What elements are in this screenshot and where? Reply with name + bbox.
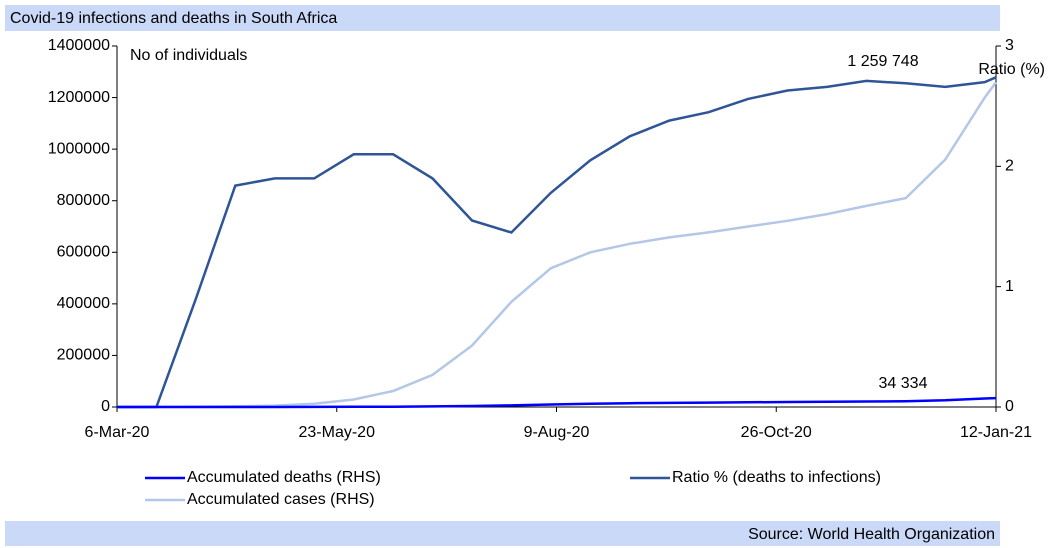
source-band xyxy=(5,521,1000,546)
x-tick-label: 12-Jan-21 xyxy=(960,424,1032,441)
y2-tick-label: 2 xyxy=(1005,158,1014,175)
y-tick-label: 1000000 xyxy=(48,140,110,157)
chart-title: Covid-19 infections and deaths in South … xyxy=(10,10,337,27)
y-axis-label: No of individuals xyxy=(130,47,247,64)
y2-tick-label: 1 xyxy=(1005,278,1014,295)
y2-axis-label: Ratio (%) xyxy=(978,61,1045,78)
y-tick-label: 200000 xyxy=(57,347,110,364)
annotation: 34 334 xyxy=(879,375,928,392)
series-line xyxy=(117,396,997,409)
x-tick-label: 9-Aug-20 xyxy=(524,424,590,441)
y2-tick-label: 3 xyxy=(1005,37,1014,54)
y-tick-label: 0 xyxy=(101,398,110,415)
legend-label: Accumulated cases (RHS) xyxy=(187,491,375,508)
legend-label: Ratio % (deaths to infections) xyxy=(672,469,881,486)
x-tick-label: 6-Mar-20 xyxy=(85,424,150,441)
y-tick-label: 1200000 xyxy=(48,89,110,106)
annotation: 1 259 748 xyxy=(847,53,918,70)
source: Source: World Health Organization xyxy=(748,526,995,543)
series-line xyxy=(117,76,997,409)
y-tick-label: 400000 xyxy=(57,295,110,312)
legend-label: Accumulated deaths (RHS) xyxy=(187,469,381,486)
y-tick-label: 800000 xyxy=(57,192,110,209)
y2-tick-label: 0 xyxy=(1005,398,1014,415)
series-line xyxy=(116,81,998,409)
y-tick-label: 1400000 xyxy=(48,37,110,54)
title-band xyxy=(5,5,1000,31)
y-tick-label: 600000 xyxy=(57,244,110,261)
x-tick-label: 26-Oct-20 xyxy=(741,424,812,441)
x-tick-label: 23-May-20 xyxy=(299,424,376,441)
